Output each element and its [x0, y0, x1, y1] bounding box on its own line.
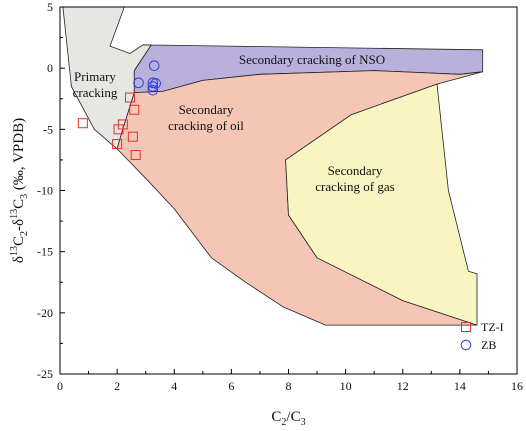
- y-axis-label-part: (‰, VPDB): [11, 118, 27, 194]
- region-label-line: Secondary cracking of NSO: [239, 52, 385, 67]
- region-label-line: cracking of oil: [168, 118, 244, 133]
- x-tick-label: 2: [114, 379, 120, 393]
- y-axis-label-subscript: 3: [19, 194, 30, 199]
- x-tick-label: 0: [57, 379, 63, 393]
- y-tick-label: -15: [37, 245, 53, 259]
- data-point-tz-i: [112, 139, 123, 150]
- region-label-2: Secondary cracking of oil: [168, 102, 244, 133]
- data-point-tz-i: [127, 131, 138, 142]
- x-axis-label-subscript: 2: [281, 417, 286, 428]
- y-axis-label-part: C: [11, 199, 27, 209]
- region-labels-layer: Primary cracking Secondary cracking of NSO…: [73, 52, 395, 194]
- region-label-line: cracking of gas: [315, 179, 394, 194]
- x-tick-label: 8: [286, 379, 292, 393]
- data-point-zb: [148, 60, 160, 72]
- data-point-zb: [150, 78, 161, 89]
- legend-marker: [460, 339, 472, 351]
- x-axis-label-part: /C: [286, 409, 300, 425]
- region-label-3: Secondary cracking of gas: [315, 163, 394, 194]
- x-tick-label: 6: [228, 379, 234, 393]
- x-tick-label: 14: [454, 379, 466, 393]
- data-point-tz-i: [124, 92, 135, 103]
- region-label-line: Secondary: [328, 163, 383, 178]
- region-label-line: cracking: [73, 85, 118, 100]
- x-tick-label: 12: [397, 379, 409, 393]
- legend-label: ZB: [481, 338, 496, 352]
- y-tick-label: -10: [37, 184, 53, 198]
- y-tick-label: 5: [47, 0, 53, 14]
- region-label-line: Secondary: [179, 102, 234, 117]
- data-point-tz-i: [129, 104, 140, 115]
- y-tick-label: -20: [37, 306, 53, 320]
- axes-layer: 0 2 4 6 8 10 12 14 16 -25 -20 -15 -10 -5 0 5: [37, 0, 523, 393]
- region-layer: [62, 7, 484, 326]
- y-axis-label-part: δ: [11, 256, 27, 263]
- data-point-tz-i: [130, 150, 141, 161]
- y-axis-label-subscript: 2: [19, 231, 30, 236]
- data-point-zb: [147, 84, 159, 96]
- x-tick-label: 16: [511, 379, 523, 393]
- region-label-1: Secondary cracking of NSO: [239, 52, 385, 67]
- data-point-tz-i: [117, 119, 128, 130]
- y-axis-label-part: -δ: [11, 219, 27, 231]
- legend-marker: [461, 322, 471, 332]
- y-axis-label-part: C: [11, 236, 27, 246]
- data-point-zb: [133, 77, 144, 89]
- y-tick-label: -25: [37, 367, 53, 381]
- data-point-zb: [147, 81, 159, 92]
- region-label-line: Primary: [74, 69, 116, 84]
- x-tick-label: 4: [171, 379, 177, 393]
- region-label-0: Primary cracking: [73, 69, 118, 100]
- y-tick-label: 0: [47, 61, 53, 75]
- x-axis-label-subscript: 3: [301, 417, 306, 428]
- y-axis-label: δ13C2-δ13C3 (‰, VPDB): [9, 118, 30, 263]
- y-axis-label-superscript: 13: [9, 246, 20, 256]
- points-layer: [77, 60, 161, 161]
- region-3: [285, 83, 478, 326]
- x-axis-label-part: C: [271, 409, 281, 425]
- x-axis-label: C2/C3: [271, 409, 305, 428]
- legend: TZ-I ZB: [460, 320, 504, 352]
- y-tick-label: -5: [43, 122, 53, 136]
- legend-label: TZ-I: [481, 320, 504, 334]
- x-tick-label: 10: [340, 379, 352, 393]
- data-point-tz-i: [77, 118, 88, 129]
- y-axis-label-superscript: 13: [9, 209, 20, 219]
